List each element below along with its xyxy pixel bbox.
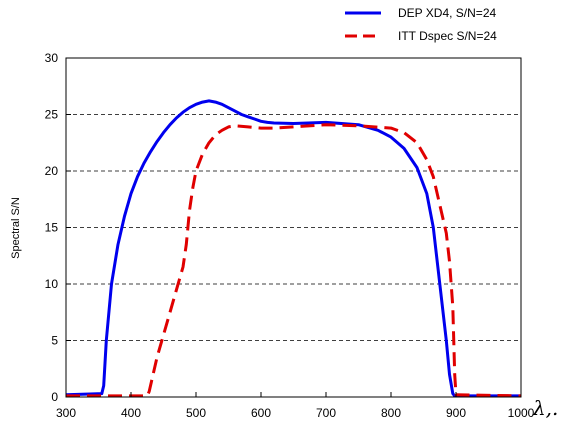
axis-ticks	[65, 57, 522, 398]
y-tick-label: 10	[45, 277, 59, 291]
x-tick-label: 1000	[508, 406, 535, 420]
y-tick-label: 5	[51, 334, 58, 348]
x-tick-label: 300	[56, 406, 76, 420]
y-axis-label: Spectral S/N	[10, 197, 22, 259]
series-line-1	[65, 99, 521, 398]
y-tick-label: 0	[51, 390, 58, 404]
y-tick-labels: 0 5 10 15 20 25 30	[45, 51, 59, 404]
legend-entry-label: DEP XD4, S/N=24	[398, 6, 496, 20]
x-axis-label: λ,.	[532, 396, 558, 420]
y-tick-label: 25	[45, 108, 59, 122]
y-tick-label: 15	[45, 221, 59, 235]
x-tick-label: 600	[251, 406, 271, 420]
gridlines	[66, 114, 521, 341]
y-tick-label: 30	[45, 51, 59, 65]
x-tick-label: 700	[316, 406, 336, 420]
series-line-2	[66, 123, 522, 398]
y-tick-label: 20	[45, 164, 59, 178]
legend: DEP XD4, S/N=24 ITT Dspec S/N=24	[345, 6, 497, 43]
x-tick-labels: 300 400 500 600 700 800 900 1000	[56, 406, 535, 420]
x-tick-label: 400	[121, 406, 141, 420]
series-curves	[65, 99, 522, 398]
x-tick-label: 800	[381, 406, 401, 420]
x-tick-label: 900	[446, 406, 466, 420]
x-tick-label: 500	[186, 406, 206, 420]
legend-entry-label: ITT Dspec S/N=24	[398, 29, 497, 43]
